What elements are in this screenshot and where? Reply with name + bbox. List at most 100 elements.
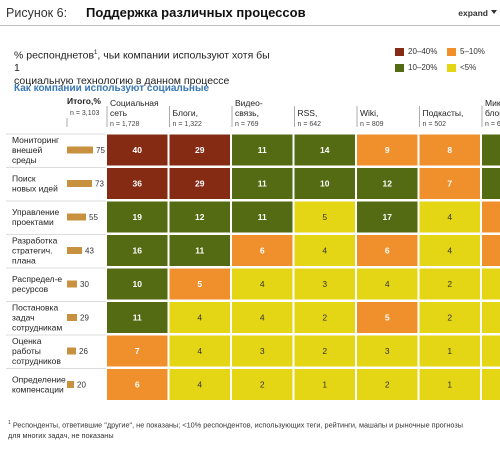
heatmap-cell <box>232 268 293 300</box>
cell-value-label: 12 <box>383 179 393 189</box>
row-label: компенсации <box>12 385 64 395</box>
total-column-n: n = 3,103 <box>70 110 99 117</box>
column-header-label: RSS, <box>298 108 318 118</box>
cell-value-label: 29 <box>195 179 205 189</box>
footnote-line2: для многих задач, не показаны <box>8 430 114 440</box>
legend-swatch <box>395 47 404 56</box>
heatmap-cell <box>294 168 355 199</box>
column-header-label: Wiki, <box>360 108 378 118</box>
expand-arrow-icon[interactable] <box>491 10 497 14</box>
heatmap-cell <box>419 168 480 199</box>
heatmap-cell <box>357 369 418 400</box>
cell-value-label: 19 <box>133 212 143 222</box>
cell-value-label: 10 <box>320 179 330 189</box>
total-bar <box>67 146 93 154</box>
chart-subtitle: % респонднетов1, чьи компании используют… <box>14 47 274 87</box>
heatmap-cell <box>232 168 293 199</box>
column-header-label: блоги, <box>485 108 500 118</box>
total-value-label: 75 <box>96 146 105 155</box>
cell-value-label: 4 <box>197 313 202 323</box>
legend-swatch <box>447 63 456 72</box>
cell-value-label: 16 <box>133 246 143 256</box>
total-bar <box>67 213 86 221</box>
row-label: Оценка <box>12 336 42 346</box>
expand-button[interactable]: expand <box>458 8 488 18</box>
column-header-label: связь, <box>235 108 259 118</box>
heatmap-cell <box>294 302 355 333</box>
heatmap-cell <box>294 335 355 367</box>
column-header-label: Социальная <box>110 98 159 108</box>
cell-value-label: 11 <box>258 145 267 155</box>
row-label: Определение <box>12 375 66 385</box>
total-bar <box>67 280 77 288</box>
heatmap-cell <box>107 201 168 233</box>
row-label: внешей <box>12 145 42 155</box>
heatmap-cell <box>169 302 230 333</box>
cell-value-label: 1 <box>322 380 327 390</box>
column-header-n: n = 1,322 <box>173 121 202 128</box>
legend-label: 10–20% <box>408 63 438 72</box>
footnote-marker: 1 <box>8 420 11 426</box>
heatmap-cell <box>482 201 500 233</box>
cell-value-label: 40 <box>133 145 143 155</box>
legend-label: 20–40% <box>408 47 438 56</box>
figure-header: Рисунок 6: Поддержка различных процессов… <box>0 0 500 26</box>
cell-value-label: 1 <box>447 380 452 390</box>
cell-value-label: 4 <box>322 246 327 256</box>
heatmap-cell <box>482 235 500 266</box>
heatmap-cell <box>107 369 168 400</box>
heatmap-cell <box>419 369 480 400</box>
cell-value-label: 2 <box>322 346 327 356</box>
total-value-label: 20 <box>77 381 86 390</box>
total-bar <box>67 381 74 388</box>
legend-item-20-40: 20–40% <box>395 47 437 56</box>
heatmap-cell <box>169 335 230 367</box>
column-header-label: Блоги, <box>173 108 198 118</box>
cell-value-label: 12 <box>195 212 205 222</box>
cell-value-label: 4 <box>447 212 452 222</box>
row-label: Управление <box>12 207 60 217</box>
heatmap-cell <box>294 268 355 300</box>
heatmap-cell <box>357 134 418 166</box>
cell-value-label: 11 <box>258 179 267 189</box>
row-label: стратегич. <box>12 246 53 256</box>
heatmap-cell <box>419 201 480 233</box>
legend-item-5-10: 5–10% <box>447 47 485 56</box>
heatmap-cell <box>169 268 230 300</box>
cell-value-label: 5 <box>385 313 390 323</box>
column-header-n: n = 642 <box>298 121 322 128</box>
row-label: Распредел-е <box>12 274 62 284</box>
column-header-label: Микро- <box>485 98 500 108</box>
cell-value-label: 11 <box>258 212 267 222</box>
row-label: плана <box>12 256 36 266</box>
cell-value-label: 4 <box>260 313 265 323</box>
cell-value-label: 14 <box>320 145 330 155</box>
heatmap-cell <box>169 168 230 199</box>
subtitle-line2: социальную технологию в данном процессе <box>14 74 230 87</box>
cell-value-label: 7 <box>447 179 452 189</box>
heatmap-cell <box>419 134 480 166</box>
heatmap-cell <box>169 134 230 166</box>
heatmap-cell <box>419 235 480 266</box>
cell-value-label: 6 <box>260 246 265 256</box>
heatmap-cell <box>294 134 355 166</box>
legend-swatch <box>395 63 404 72</box>
cell-value-label: 3 <box>322 279 327 289</box>
column-header-label: Подкасты, <box>423 108 464 118</box>
heatmap-cell <box>107 168 168 199</box>
total-value-label: 43 <box>85 247 94 256</box>
heatmap-cell <box>419 302 480 333</box>
heatmap-cell <box>357 268 418 300</box>
cell-value-label: 2 <box>447 279 452 289</box>
figure-number: Рисунок 6: <box>6 6 68 20</box>
heatmap-cell <box>294 369 355 400</box>
heatmap-cell <box>107 335 168 367</box>
section-label: Как компании используют социальные <box>14 83 210 94</box>
heatmap-cell <box>294 235 355 266</box>
legend-label: 5–10% <box>460 47 485 56</box>
heatmap-cell <box>169 235 230 266</box>
footnote-line1: Респонденты, ответившие "другие", не пок… <box>12 420 463 430</box>
cell-value-label: 10 <box>133 279 143 289</box>
cell-value-label: 4 <box>385 279 390 289</box>
